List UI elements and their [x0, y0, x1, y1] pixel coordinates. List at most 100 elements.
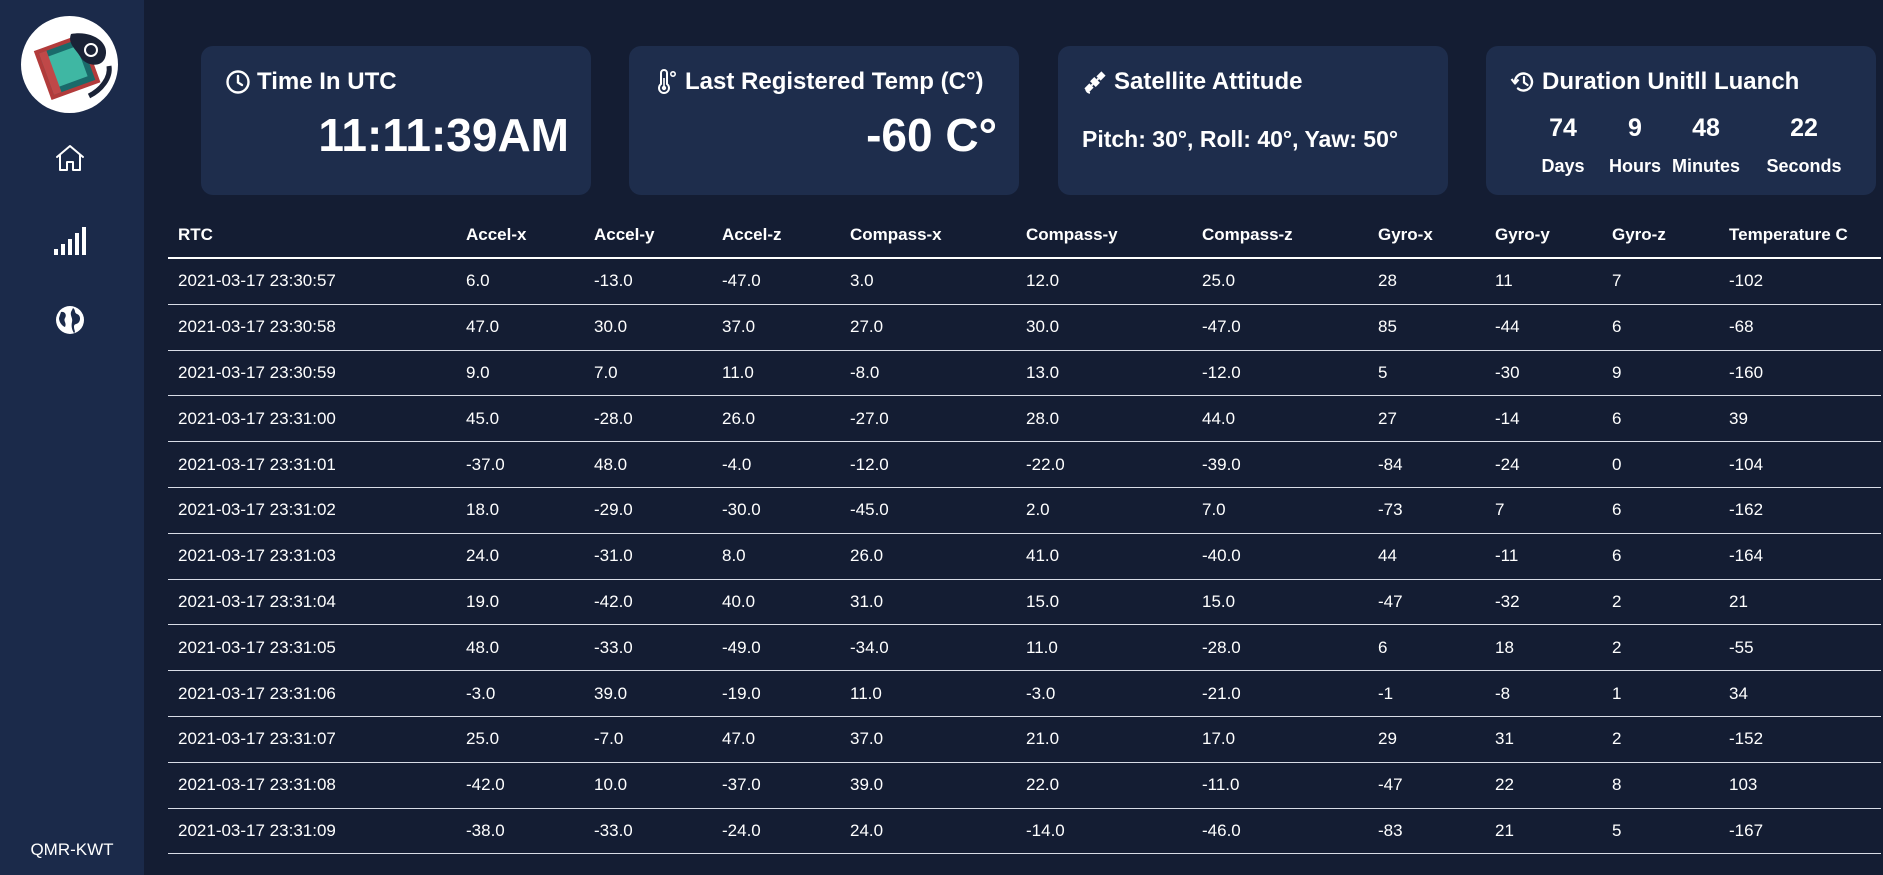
table-cell: -28.0: [584, 395, 712, 443]
table-cell: 41.0: [1016, 533, 1192, 580]
column-header[interactable]: Accel-z: [712, 212, 840, 259]
table-cell: -14: [1485, 395, 1602, 443]
table-cell: -7.0: [584, 716, 712, 763]
column-header[interactable]: Gyro-y: [1485, 212, 1602, 259]
table-cell: -39.0: [1192, 441, 1368, 488]
column-header[interactable]: Accel-x: [456, 212, 584, 259]
table-cell: 2021-03-17 23:31:09: [168, 808, 456, 855]
column-header[interactable]: Gyro-z: [1602, 212, 1719, 259]
table-cell: 21: [1485, 808, 1602, 855]
table-cell: -8.0: [840, 350, 1016, 397]
column-header[interactable]: Gyro-x: [1368, 212, 1485, 259]
table-cell: 40.0: [712, 579, 840, 626]
time-value: 11:11:39AM: [318, 109, 569, 161]
table-cell: 1: [1602, 670, 1719, 717]
table-cell: 6: [1368, 624, 1485, 672]
table-cell: 25.0: [1192, 258, 1368, 305]
table-cell: 26.0: [840, 533, 1016, 580]
table-cell: 30.0: [584, 304, 712, 351]
table-cell: 5: [1602, 808, 1719, 855]
table-cell: 11.0: [712, 350, 840, 397]
home-icon[interactable]: [52, 140, 88, 176]
table-cell: 2021-03-17 23:31:06: [168, 670, 456, 717]
signal-bars-icon[interactable]: [52, 222, 88, 258]
table-cell: -12.0: [840, 441, 1016, 488]
table-row[interactable]: 2021-03-17 23:31:09 -38.0 -33.0 -24.0 24.0 -1…: [168, 808, 1881, 855]
table-cell: 37.0: [840, 716, 1016, 763]
table-cell: -38.0: [456, 808, 584, 855]
table-row[interactable]: 2021-03-17 23:30:59 9.0 7.0 11.0 -8.0 13.0 -12…: [168, 350, 1881, 397]
table-header-row: RTC Accel-x Accel-y Accel-z Compass-x Compass…: [168, 212, 1881, 259]
globe-icon[interactable]: [52, 302, 88, 338]
table-cell: 29: [1368, 716, 1485, 763]
table-cell: 2: [1602, 579, 1719, 626]
table-cell: -160: [1719, 350, 1881, 397]
mission-patch-logo[interactable]: [21, 16, 118, 113]
table-cell: 12.0: [1016, 258, 1192, 305]
column-header[interactable]: Compass-y: [1016, 212, 1192, 259]
table-cell: 47.0: [456, 304, 584, 351]
time-card-title: Time In UTC: [225, 68, 397, 96]
table-cell: 31.0: [840, 579, 1016, 626]
table-row[interactable]: 2021-03-17 23:31:02 18.0 -29.0 -30.0 -45.0 2.…: [168, 487, 1881, 534]
thermometer-icon: [658, 69, 676, 94]
table-row[interactable]: 2021-03-17 23:30:57 6.0 -13.0 -47.0 3.0 12.0 2…: [168, 258, 1881, 305]
clock-icon: [226, 70, 250, 94]
table-cell: 11.0: [1016, 624, 1192, 672]
table-cell: 18.0: [456, 487, 584, 534]
table-cell: 2021-03-17 23:31:03: [168, 533, 456, 580]
table-cell: 24.0: [456, 533, 584, 580]
table-row[interactable]: 2021-03-17 23:31:05 48.0 -33.0 -49.0 -34.0 11…: [168, 624, 1881, 672]
table-row[interactable]: 2021-03-17 23:31:01 -37.0 48.0 -4.0 -12.0 -22…: [168, 441, 1881, 488]
attitude-value: Pitch: 30°, Roll: 40°, Yaw: 50°: [1082, 126, 1399, 152]
table-row[interactable]: 2021-03-17 23:31:07 25.0 -7.0 47.0 37.0 21.0 1…: [168, 716, 1881, 763]
column-header[interactable]: Compass-x: [840, 212, 1016, 259]
table-row[interactable]: 2021-03-17 23:31:04 19.0 -42.0 40.0 31.0 15.0…: [168, 579, 1881, 626]
table-cell: -21.0: [1192, 670, 1368, 717]
table-cell: -12.0: [1192, 350, 1368, 397]
table-cell: -19.0: [712, 670, 840, 717]
countdown-days: 74 Days: [1528, 114, 1598, 177]
table-row[interactable]: 2021-03-17 23:30:58 47.0 30.0 37.0 27.0 30.0-…: [168, 304, 1881, 351]
attitude-card-title-text: Satellite Attitude: [1114, 68, 1303, 95]
table-cell: 21: [1719, 579, 1881, 626]
mission-patch-logo-icon: [21, 16, 118, 113]
duration-card: Duration Unitll Luanch 74 Days 9 Hours 4…: [1486, 46, 1876, 195]
countdown-hours: 9 Hours: [1600, 114, 1670, 177]
table-row[interactable]: 2021-03-17 23:31:00 45.0 -28.0 26.0 -27.0 28.…: [168, 395, 1881, 443]
column-header[interactable]: Compass-z: [1192, 212, 1368, 259]
table-cell: 103: [1719, 762, 1881, 809]
countdown-days-value: 74: [1549, 114, 1577, 142]
table-cell: -1: [1368, 670, 1485, 717]
table-cell: 7.0: [584, 350, 712, 397]
table-cell: 2021-03-17 23:31:04: [168, 579, 456, 626]
table-cell: 44: [1368, 533, 1485, 580]
table-cell: 7.0: [1192, 487, 1368, 534]
column-header[interactable]: Accel-y: [584, 212, 712, 259]
table-cell: -55: [1719, 624, 1881, 672]
sidebar-footer-label: QMR-KWT: [30, 840, 114, 859]
table-cell: 44.0: [1192, 395, 1368, 443]
table-cell: 6: [1602, 533, 1719, 580]
table-row[interactable]: 2021-03-17 23:31:06 -3.0 39.0 -19.0 11.0 -3.0…: [168, 670, 1881, 717]
table-cell: 2021-03-17 23:31:07: [168, 716, 456, 763]
table-cell: 30.0: [1016, 304, 1192, 351]
table-row[interactable]: 2021-03-17 23:31:03 24.0 -31.0 8.0 26.0 41.0-…: [168, 533, 1881, 580]
table-cell: 3.0: [840, 258, 1016, 305]
table-cell: 2021-03-17 23:30:59: [168, 350, 456, 397]
table-cell: -47: [1368, 579, 1485, 626]
table-cell: 2021-03-17 23:31:00: [168, 395, 456, 443]
countdown-seconds-label: Seconds: [1766, 156, 1842, 176]
table-cell: 11.0: [840, 670, 1016, 717]
table-row[interactable]: 2021-03-17 23:31:08 -42.0 10.0 -37.0 39.0 22.…: [168, 762, 1881, 809]
table-cell: -37.0: [456, 441, 584, 488]
countdown-seconds: 22 Seconds: [1754, 114, 1854, 177]
column-header[interactable]: Temperature C: [1719, 212, 1881, 259]
column-header[interactable]: RTC: [168, 212, 456, 259]
table-cell: -29.0: [584, 487, 712, 534]
table-cell: 2.0: [1016, 487, 1192, 534]
table-cell: -33.0: [584, 624, 712, 672]
duration-card-title-text: Duration Unitll Luanch: [1542, 68, 1800, 95]
satellite-icon: [1084, 71, 1106, 94]
table-cell: -14.0: [1016, 808, 1192, 855]
